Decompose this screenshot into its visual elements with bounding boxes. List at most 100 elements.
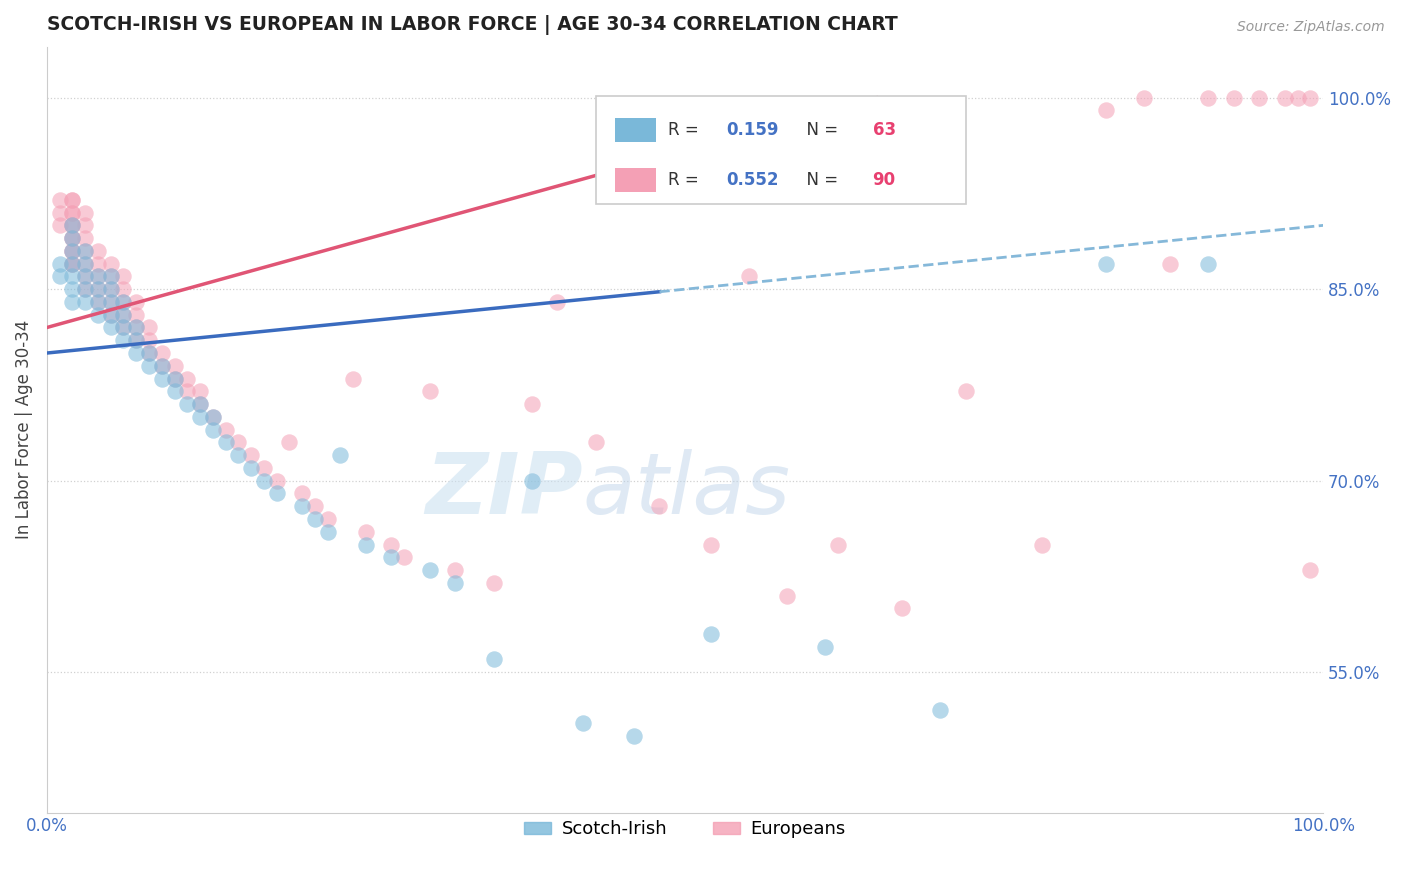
Point	[291, 499, 314, 513]
Point	[482, 652, 505, 666]
Point	[354, 524, 377, 539]
Point	[138, 346, 160, 360]
Point	[62, 269, 84, 284]
Point	[253, 461, 276, 475]
Point	[623, 729, 645, 743]
Point	[1299, 91, 1322, 105]
Point	[240, 461, 263, 475]
Point	[1031, 537, 1053, 551]
Point	[214, 423, 236, 437]
Text: 0.159: 0.159	[725, 121, 779, 139]
Point	[176, 371, 198, 385]
Y-axis label: In Labor Force | Age 30-34: In Labor Force | Age 30-34	[15, 320, 32, 540]
Point	[316, 512, 339, 526]
Point	[62, 231, 84, 245]
Point	[62, 205, 84, 219]
Point	[138, 359, 160, 373]
Point	[444, 575, 467, 590]
Point	[100, 320, 122, 334]
Point	[228, 435, 250, 450]
Point	[62, 257, 84, 271]
Point	[125, 320, 148, 334]
Point	[188, 384, 211, 399]
Point	[1299, 563, 1322, 577]
Point	[87, 244, 110, 258]
Point	[394, 550, 416, 565]
Point	[738, 269, 761, 284]
Point	[1197, 91, 1219, 105]
Point	[75, 257, 97, 271]
Point	[100, 269, 122, 284]
Text: SCOTCH-IRISH VS EUROPEAN IN LABOR FORCE | AGE 30-34 CORRELATION CHART: SCOTCH-IRISH VS EUROPEAN IN LABOR FORCE …	[46, 15, 897, 35]
Point	[891, 601, 914, 615]
Point	[150, 359, 173, 373]
Point	[62, 219, 84, 233]
Point	[150, 346, 173, 360]
Point	[776, 589, 799, 603]
Point	[188, 409, 211, 424]
Point	[1274, 91, 1296, 105]
Point	[163, 371, 186, 385]
Point	[62, 231, 84, 245]
Point	[87, 269, 110, 284]
Point	[48, 219, 70, 233]
Text: R =: R =	[668, 171, 704, 189]
Point	[278, 435, 301, 450]
Point	[266, 474, 288, 488]
Point	[62, 219, 84, 233]
Point	[1159, 257, 1181, 271]
Point	[304, 499, 326, 513]
Text: 0.552: 0.552	[725, 171, 779, 189]
Point	[112, 295, 135, 310]
Point	[929, 703, 952, 717]
Text: Source: ZipAtlas.com: Source: ZipAtlas.com	[1237, 20, 1385, 34]
Point	[342, 371, 364, 385]
Point	[150, 359, 173, 373]
Point	[354, 537, 377, 551]
Point	[62, 193, 84, 207]
Point	[62, 244, 84, 258]
Point	[87, 295, 110, 310]
Text: R =: R =	[668, 121, 704, 139]
Point	[62, 219, 84, 233]
Point	[75, 295, 97, 310]
Text: N =: N =	[796, 121, 844, 139]
Point	[87, 282, 110, 296]
Point	[62, 193, 84, 207]
Point	[75, 244, 97, 258]
Text: atlas: atlas	[583, 450, 792, 533]
Text: N =: N =	[796, 171, 844, 189]
Point	[125, 333, 148, 347]
Point	[482, 575, 505, 590]
Point	[112, 308, 135, 322]
Point	[138, 333, 160, 347]
Point	[520, 397, 543, 411]
Point	[100, 257, 122, 271]
Point	[316, 524, 339, 539]
Point	[48, 205, 70, 219]
Point	[329, 448, 352, 462]
Point	[955, 384, 977, 399]
Point	[75, 269, 97, 284]
Point	[62, 231, 84, 245]
Point	[62, 205, 84, 219]
Point	[176, 384, 198, 399]
Point	[291, 486, 314, 500]
Point	[87, 308, 110, 322]
Point	[444, 563, 467, 577]
Point	[75, 244, 97, 258]
Point	[1133, 91, 1156, 105]
Point	[100, 295, 122, 310]
Point	[138, 346, 160, 360]
Point	[163, 384, 186, 399]
Point	[87, 282, 110, 296]
Point	[125, 320, 148, 334]
Point	[380, 550, 402, 565]
Point	[48, 193, 70, 207]
Text: ZIP: ZIP	[425, 450, 583, 533]
Point	[100, 308, 122, 322]
Point	[125, 346, 148, 360]
Point	[827, 537, 849, 551]
Point	[188, 397, 211, 411]
Point	[1197, 257, 1219, 271]
